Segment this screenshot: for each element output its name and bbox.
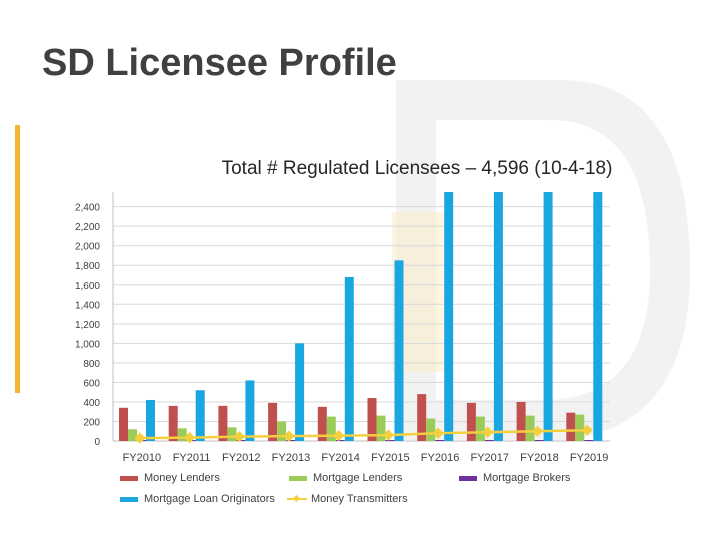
legend-label: Mortgage Lenders xyxy=(313,472,403,484)
bar-money-lenders xyxy=(168,405,178,441)
bar-mortgage-loan-originators xyxy=(593,192,603,441)
x-tick-label: FY2010 xyxy=(123,452,162,464)
chart-title: Total # Regulated Licensees – 4,596 (10-… xyxy=(221,158,613,179)
bar-mortgage-loan-originators xyxy=(295,343,305,441)
slide-title: SD Licensee Profile xyxy=(42,42,397,84)
bar-mortgage-lenders xyxy=(177,428,187,441)
y-tick-label: 1,800 xyxy=(75,261,100,272)
bar-mortgage-lenders xyxy=(475,416,485,441)
line-money-transmitters xyxy=(139,429,588,440)
legend-swatch xyxy=(120,475,138,481)
bar-money-lenders xyxy=(367,398,377,441)
bar-mortgage-brokers xyxy=(335,440,345,441)
point-money-transmitters xyxy=(183,431,196,444)
y-tick-label: 200 xyxy=(83,417,100,428)
legend-label: Money Lenders xyxy=(144,472,220,484)
bar-mortgage-loan-originators xyxy=(344,276,354,441)
bar-mortgage-lenders xyxy=(277,421,287,441)
bar-mortgage-loan-originators xyxy=(394,260,404,441)
bar-mortgage-brokers xyxy=(435,440,445,441)
legend-money-transmitters: Money Transmitters xyxy=(287,493,408,505)
bar-mortgage-loan-originators xyxy=(444,192,454,441)
x-tick-label: FY2019 xyxy=(570,452,609,464)
point-money-transmitters xyxy=(432,427,444,439)
legend-swatch xyxy=(120,496,138,502)
bar-money-lenders xyxy=(218,405,228,441)
bar-money-lenders xyxy=(417,394,427,441)
point-money-transmitters xyxy=(531,425,544,437)
bar-mortgage-loan-originators xyxy=(195,390,205,441)
legend-mortgage-lenders: Mortgage Lenders xyxy=(289,472,402,484)
bar-money-lenders xyxy=(566,412,576,441)
legend-label: Money Transmitters xyxy=(311,493,408,505)
legend-mortgage-loan-originators: Mortgage Loan Originators xyxy=(120,493,275,505)
bar-mortgage-brokers xyxy=(584,440,594,441)
x-tick-label: FY2014 xyxy=(321,452,360,464)
y-tick-label: 2,200 xyxy=(75,222,100,233)
y-tick-label: 2,400 xyxy=(75,203,100,214)
legend-label: Mortgage Brokers xyxy=(483,472,571,484)
legend-swatch xyxy=(459,475,477,481)
legend-mortgage-brokers: Mortgage Brokers xyxy=(459,472,570,484)
x-tick-label: FY2011 xyxy=(173,452,211,464)
point-money-transmitters xyxy=(332,429,345,442)
bar-mortgage-lenders xyxy=(525,415,535,441)
bar-money-lenders xyxy=(466,402,476,441)
x-tick-label: FY2018 xyxy=(520,452,559,464)
bar-mortgage-lenders xyxy=(376,415,386,441)
bar-money-lenders xyxy=(516,401,526,441)
bar-mortgage-loan-originators xyxy=(543,192,553,441)
bar-mortgage-loan-originators xyxy=(493,192,503,441)
y-tick-label: 1,400 xyxy=(75,300,100,311)
bar-mortgage-lenders xyxy=(128,429,137,441)
point-money-transmitters xyxy=(283,430,295,442)
x-tick-label: FY2015 xyxy=(371,452,410,464)
legend-money-lenders: Money Lenders xyxy=(120,472,220,484)
y-tick-label: 600 xyxy=(83,378,100,389)
point-money-transmitters xyxy=(134,432,146,444)
bar-mortgage-brokers xyxy=(385,440,395,441)
y-tick-label: 1,000 xyxy=(75,339,100,350)
bar-mortgage-lenders xyxy=(426,418,436,441)
bar-mortgage-brokers xyxy=(484,440,494,441)
x-tick-label: FY2012 xyxy=(222,452,261,464)
bar-money-lenders xyxy=(317,406,327,441)
bar-mortgage-loan-originators xyxy=(146,399,155,441)
bar-money-lenders xyxy=(119,407,128,441)
x-tick-label: FY2016 xyxy=(421,452,460,464)
legend-swatch xyxy=(287,494,307,504)
point-money-transmitters xyxy=(233,430,245,443)
bar-mortgage-lenders xyxy=(326,416,336,441)
y-tick-label: 2,000 xyxy=(75,242,100,253)
legend-swatch xyxy=(289,475,307,481)
bar-money-lenders xyxy=(268,402,278,441)
y-tick-label: 1,200 xyxy=(75,320,100,331)
bar-mortgage-brokers xyxy=(534,440,544,441)
y-tick-label: 1,600 xyxy=(75,281,100,292)
x-tick-label: FY2017 xyxy=(470,452,509,464)
y-tick-label: 800 xyxy=(83,359,100,370)
bar-mortgage-lenders xyxy=(227,427,237,441)
point-money-transmitters xyxy=(482,426,494,438)
accent-bar xyxy=(15,125,20,393)
bar-mortgage-lenders xyxy=(575,414,585,441)
y-tick-label: 400 xyxy=(83,398,100,409)
x-tick-label: FY2013 xyxy=(272,452,311,464)
y-tick-label: 0 xyxy=(94,437,100,448)
bar-mortgage-brokers xyxy=(286,440,296,441)
legend-label: Mortgage Loan Originators xyxy=(144,493,275,505)
point-money-transmitters xyxy=(581,424,593,436)
point-money-transmitters xyxy=(382,429,395,441)
bar-mortgage-loan-originators xyxy=(245,380,255,441)
